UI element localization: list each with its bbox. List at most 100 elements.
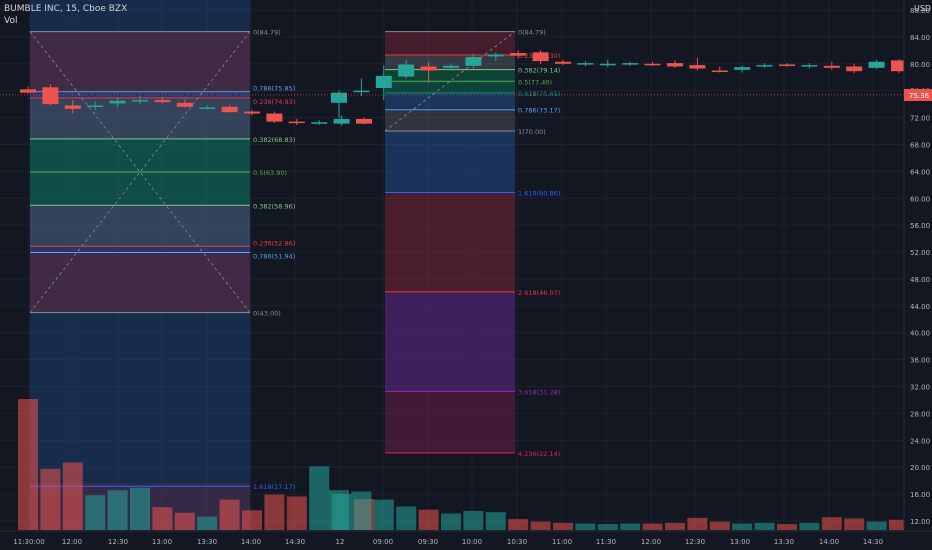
candle-body bbox=[420, 66, 437, 71]
fib-right-band bbox=[385, 391, 515, 453]
fib-right-level-label: 2.618(46.07) bbox=[518, 289, 560, 297]
volume-bar bbox=[242, 510, 262, 530]
time-tick-label: 13:00 bbox=[730, 538, 750, 546]
volume-bar bbox=[441, 513, 461, 530]
fib-right-band bbox=[385, 291, 515, 392]
price-tick-label: 84.00 bbox=[910, 34, 930, 42]
candle-body bbox=[465, 57, 482, 66]
volume-bar bbox=[553, 522, 573, 530]
time-tick-label: 11:00 bbox=[552, 538, 572, 546]
volume-bar bbox=[866, 521, 887, 530]
time-tick-label: 14:00 bbox=[241, 538, 261, 546]
candle-body bbox=[846, 66, 863, 72]
candle-body bbox=[398, 64, 415, 77]
time-tick-label: 09:00 bbox=[373, 538, 393, 546]
fib-left-band bbox=[30, 252, 250, 313]
candle-body bbox=[711, 70, 728, 73]
volume-bar bbox=[889, 519, 909, 530]
symbol-title: BUMBLE INC, 15, Cboe BZX bbox=[4, 4, 128, 14]
volume-bar bbox=[530, 521, 551, 530]
volume-bar bbox=[62, 462, 83, 530]
volume-bar bbox=[130, 487, 150, 530]
fib-right-level-label: 0.382(79.14) bbox=[518, 67, 560, 75]
time-tick-label: 12:00 bbox=[62, 538, 82, 546]
price-tick-label: 68.00 bbox=[910, 141, 930, 149]
price-tick-label: 28.00 bbox=[910, 410, 930, 418]
price-tick-label: 16.00 bbox=[910, 491, 930, 499]
time-tick-label: 11:30:00 bbox=[13, 538, 44, 546]
fib-left-level-label: 0.236(52.86) bbox=[253, 239, 295, 247]
candle-body bbox=[868, 61, 885, 68]
fib-right-level-label: 4.236(22.14) bbox=[518, 450, 560, 458]
candle-body bbox=[375, 75, 392, 88]
price-tick-label: 64.00 bbox=[910, 168, 930, 176]
fib-right-level-label: 0(84.79) bbox=[518, 29, 546, 37]
candle-body bbox=[734, 67, 751, 70]
time-tick-label: 12:00 bbox=[641, 538, 661, 546]
fib-right-level-label: 0.5(77.40) bbox=[518, 78, 552, 86]
fib-left-band bbox=[30, 246, 250, 253]
candle-body bbox=[154, 100, 171, 103]
candle-body bbox=[109, 100, 126, 104]
volume-bar bbox=[620, 523, 641, 530]
candle-body bbox=[443, 65, 459, 68]
price-tick-label: 48.00 bbox=[910, 276, 930, 284]
volume-bar bbox=[709, 521, 730, 530]
volume-bar bbox=[40, 468, 61, 530]
volume-bar bbox=[799, 522, 820, 530]
fib-left-level-label: 0(84.79) bbox=[253, 29, 281, 37]
time-tick-label: 12:30 bbox=[685, 538, 705, 546]
candle-body bbox=[756, 65, 773, 67]
fib-right-level-label: 0.618(75.65) bbox=[518, 90, 560, 98]
time-tick-label: 14:30 bbox=[863, 538, 883, 546]
price-tick-label: 60.00 bbox=[910, 195, 930, 203]
price-tick-label: 44.00 bbox=[910, 303, 930, 311]
time-tick-label: 12:30 bbox=[108, 538, 128, 546]
volume-bar bbox=[777, 524, 797, 530]
currency-label: USD bbox=[914, 4, 932, 13]
volume-bar bbox=[418, 509, 439, 530]
volume-bar bbox=[309, 466, 330, 530]
fib-left-level-label: 0(43.00) bbox=[253, 310, 281, 318]
candle-body bbox=[622, 63, 639, 65]
fib-left-level-label: 0.5(63.90) bbox=[253, 169, 287, 177]
fib-right-band bbox=[385, 109, 515, 132]
time-tick-label: 14:30 bbox=[285, 538, 305, 546]
volume-bar bbox=[821, 517, 842, 530]
candle-body bbox=[532, 52, 549, 62]
candle-body bbox=[487, 54, 504, 57]
time-tick-label: 09:30 bbox=[418, 538, 438, 546]
fib-right-band bbox=[385, 131, 515, 193]
candle-body bbox=[891, 60, 907, 72]
last-price-badge bbox=[904, 88, 932, 101]
candle-body bbox=[577, 63, 594, 65]
price-tick-label: 36.00 bbox=[910, 357, 930, 365]
volume-bar bbox=[373, 499, 394, 530]
fib-left-level-label: 0.236(74.93) bbox=[253, 98, 295, 106]
fib-right-band bbox=[385, 31, 515, 56]
candle-body bbox=[599, 63, 616, 66]
candle-body bbox=[221, 106, 238, 113]
candle-body bbox=[331, 92, 347, 103]
volume-bar bbox=[264, 494, 285, 530]
time-tick-label: 13:30 bbox=[197, 538, 217, 546]
volume-bar bbox=[351, 491, 372, 530]
time-tick-label: 11:30 bbox=[596, 538, 616, 546]
volume-bar bbox=[597, 524, 618, 530]
fib-left-level-label: 0.382(68.83) bbox=[253, 136, 295, 144]
volume-bar bbox=[687, 517, 708, 530]
candle-body bbox=[199, 107, 216, 109]
candle-body bbox=[20, 89, 36, 93]
price-tick-label: 40.00 bbox=[910, 330, 930, 338]
candle-body bbox=[779, 64, 795, 66]
fib-left-level-label: 0.786(51.94) bbox=[253, 252, 295, 260]
fib-left-band bbox=[30, 205, 250, 247]
fib-right-level-label: 1(70.00) bbox=[518, 128, 546, 136]
volume-bar bbox=[642, 523, 663, 530]
last-price-label: 75.36 bbox=[909, 92, 930, 100]
price-tick-label: 24.00 bbox=[910, 437, 930, 445]
fib-left-band bbox=[30, 138, 250, 173]
candle-body bbox=[801, 65, 818, 67]
